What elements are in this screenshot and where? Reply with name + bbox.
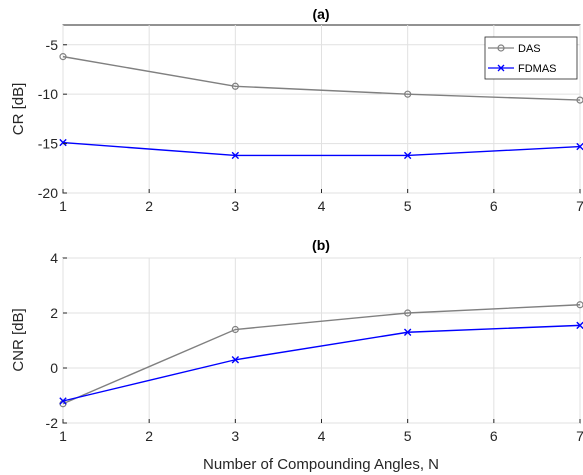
data-point-das (231, 325, 239, 334)
panel-a: 1 2 3 4 5 6 7 -20 -15 -10 -5 (a) CR [dB] DAS FDMAS (10, 6, 583, 214)
series-line-das (62, 55, 581, 101)
data-point-fdmas (59, 138, 67, 147)
legend-marker-das (497, 44, 505, 52)
y-tick-label: -20 (38, 185, 58, 201)
data-point-fdmas (59, 397, 67, 405)
marks-b (59, 301, 583, 408)
y-axis-label-a: CR [dB] (10, 83, 27, 136)
series-line-fdmas (62, 141, 581, 157)
y-tick-label: 0 (50, 360, 58, 376)
data-point-das (576, 96, 583, 104)
marks-a (59, 53, 583, 160)
x-axis-label-b: Number of Compounding Angles, N (203, 456, 439, 473)
data-point-fdmas (403, 151, 412, 160)
x-tick-label: 2 (145, 198, 153, 214)
x-tick-label: 6 (490, 428, 498, 444)
ticks-b: 1 2 3 4 5 6 7 -2 0 2 4 (46, 250, 583, 444)
x-tick-label: 1 (59, 198, 67, 214)
x-tick-label: 5 (404, 198, 412, 214)
chart-title-b: (b) (312, 237, 330, 253)
x-tick-label: 6 (490, 198, 498, 214)
legend: DAS FDMAS (484, 36, 578, 80)
legend-label-fdmas: FDMAS (518, 63, 557, 75)
ticks-a: 1 2 3 4 5 6 7 -20 -15 -10 -5 (38, 37, 583, 214)
panel-b: 1 2 3 4 5 6 7 -2 0 2 4 (b) CNR [dB] Number of Comp… (10, 237, 583, 473)
data-point-fdmas (576, 321, 583, 330)
data-point-das (59, 53, 67, 61)
y-tick-label: -2 (46, 415, 59, 431)
data-point-fdmas (403, 328, 412, 336)
y-tick-label: -5 (46, 37, 59, 53)
y-tick-label: 2 (50, 305, 58, 321)
y-tick-label: -10 (38, 86, 58, 102)
x-tick-label: 3 (231, 428, 239, 444)
data-point-fdmas (576, 142, 583, 151)
series-line-fdmas (62, 324, 581, 402)
data-point-fdmas (231, 356, 240, 364)
x-tick-label: 7 (576, 428, 583, 444)
y-tick-label: 4 (50, 250, 58, 266)
x-tick-label: 1 (59, 428, 67, 444)
y-tick-label: -15 (38, 136, 58, 152)
x-tick-label: 3 (231, 198, 239, 214)
x-tick-label: 2 (145, 428, 153, 444)
x-tick-label: 4 (318, 198, 326, 214)
data-point-das (404, 309, 412, 317)
data-point-das (404, 90, 412, 98)
data-point-fdmas (231, 151, 240, 160)
legend-label-das: DAS (518, 43, 541, 55)
chart-title-a: (a) (312, 6, 329, 22)
series-line-das (62, 304, 581, 405)
data-point-das (576, 301, 583, 309)
data-point-das (231, 82, 239, 90)
x-tick-label: 4 (318, 428, 326, 444)
y-axis-label-b: CNR [dB] (10, 308, 27, 371)
legend-marker-fdmas (497, 64, 505, 72)
x-tick-label: 7 (576, 198, 583, 214)
legend-box (484, 36, 578, 80)
x-tick-label: 5 (404, 428, 412, 444)
